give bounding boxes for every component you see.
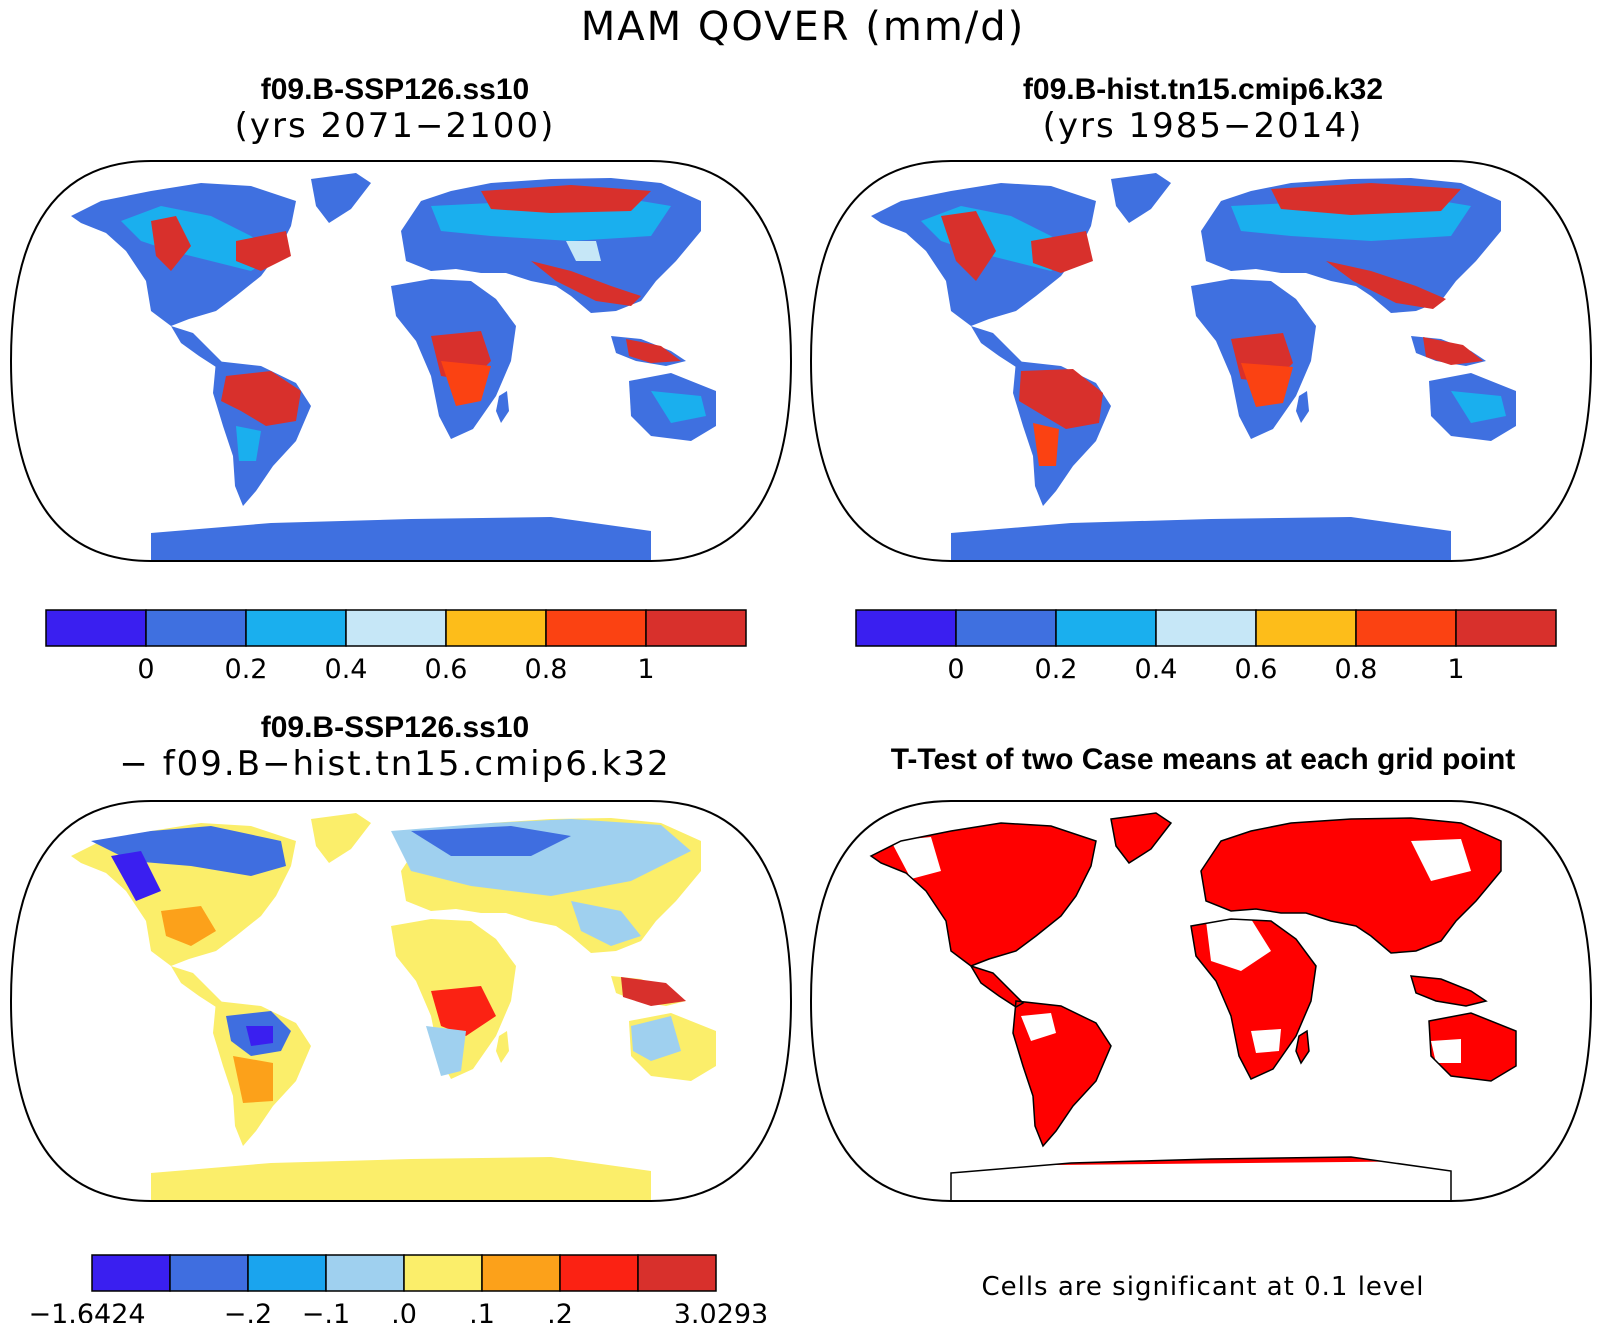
panel-3-map — [10, 800, 792, 1202]
panel-3-title: f09.B-SSP126.ss10 − f09.B−hist.tn15.cmip… — [0, 710, 790, 782]
panel-2-colorbar-labels: 0 0.2 0.4 0.6 0.8 1 — [947, 654, 1464, 685]
colorbar-label: −1.6424 — [30, 1299, 146, 1323]
colorbar-label: 0.2 — [1035, 654, 1078, 685]
panel-3-title-line2: − f09.B−hist.tn15.cmip6.k32 — [119, 744, 671, 784]
colorbar-box — [169, 1254, 249, 1292]
panel-3-colorbar-labels: −1.6424 −.2 −.1 .0 .1 .2 3.0293 — [30, 1299, 768, 1323]
colorbar-label: 1 — [1447, 654, 1464, 685]
panel-2-title-line2: (yrs 1985−2014) — [1042, 106, 1364, 146]
panel-2-map — [810, 160, 1592, 562]
colorbar-box — [1255, 609, 1357, 647]
colorbar-box — [1055, 609, 1157, 647]
panel-2-title: f09.B-hist.tn15.cmip6.k32 (yrs 1985−2014… — [808, 72, 1598, 144]
colorbar-box — [637, 1254, 717, 1292]
figure-title: MAM QOVER (mm/d) — [580, 4, 1026, 50]
colorbar-label: 0.8 — [525, 654, 568, 685]
panel-2-title-line1: f09.B-hist.tn15.cmip6.k32 — [1022, 73, 1384, 106]
colorbar-box — [1455, 609, 1557, 647]
colorbar-box — [481, 1254, 561, 1292]
colorbar-box — [45, 609, 147, 647]
colorbar-box — [855, 609, 957, 647]
colorbar-box — [247, 1254, 327, 1292]
colorbar-label: 1 — [637, 654, 654, 685]
colorbar-box — [1355, 609, 1457, 647]
colorbar-label: 0.2 — [225, 654, 268, 685]
panel-1-colorbar: 0 0.2 0.4 0.6 0.8 1 — [45, 609, 747, 685]
colorbar-box — [325, 1254, 405, 1292]
panel-1-title: f09.B-SSP126.ss10 (yrs 2071−2100) — [0, 72, 790, 144]
colorbar-label: .0 — [391, 1299, 417, 1323]
colorbar-box — [1155, 609, 1257, 647]
colorbar-label: .1 — [469, 1299, 495, 1323]
panel-4-map — [810, 800, 1592, 1202]
colorbar-label: 0.4 — [325, 654, 368, 685]
colorbar-label: .2 — [547, 1299, 573, 1323]
colorbar-box — [91, 1254, 171, 1292]
colorbar-box — [145, 609, 247, 647]
panel-4-title: T-Test of two Case means at each grid po… — [808, 742, 1598, 778]
panel-4-title-line1: T-Test of two Case means at each grid po… — [890, 743, 1516, 776]
colorbar-label: 0 — [137, 654, 154, 685]
ttest-significance-note: Cells are significant at 0.1 level — [981, 1272, 1425, 1302]
colorbar-box — [403, 1254, 483, 1292]
colorbar-label: 0.6 — [425, 654, 468, 685]
colorbar-label: 3.0293 — [674, 1299, 768, 1323]
colorbar-label: 0.4 — [1135, 654, 1178, 685]
panel-1-map — [10, 160, 792, 562]
panel-1-colorbar-labels: 0 0.2 0.4 0.6 0.8 1 — [137, 654, 654, 685]
colorbar-box — [645, 609, 747, 647]
colorbar-label: 0.8 — [1335, 654, 1378, 685]
colorbar-label: −.1 — [302, 1299, 350, 1323]
panel-3-colorbar-boxes — [91, 1254, 717, 1292]
panel-3-colorbar: −1.6424 −.2 −.1 .0 .1 .2 3.0293 — [30, 1254, 768, 1323]
panel-3-title-line1: f09.B-SSP126.ss10 — [260, 711, 530, 744]
colorbar-box — [445, 609, 547, 647]
panel-2-colorbar-boxes — [855, 609, 1557, 647]
colorbar-label: 0 — [947, 654, 964, 685]
colorbar-box — [559, 1254, 639, 1292]
panel-1-colorbar-boxes — [45, 609, 747, 647]
panel-1-title-line1: f09.B-SSP126.ss10 — [260, 73, 530, 106]
colorbar-box — [345, 609, 447, 647]
colorbar-box — [545, 609, 647, 647]
panel-1-title-line2: (yrs 2071−2100) — [234, 106, 556, 146]
colorbar-box — [245, 609, 347, 647]
colorbar-label: −.2 — [224, 1299, 272, 1323]
colorbar-box — [955, 609, 1057, 647]
colorbar-label: 0.6 — [1235, 654, 1278, 685]
panel-2-colorbar: 0 0.2 0.4 0.6 0.8 1 — [855, 609, 1557, 685]
